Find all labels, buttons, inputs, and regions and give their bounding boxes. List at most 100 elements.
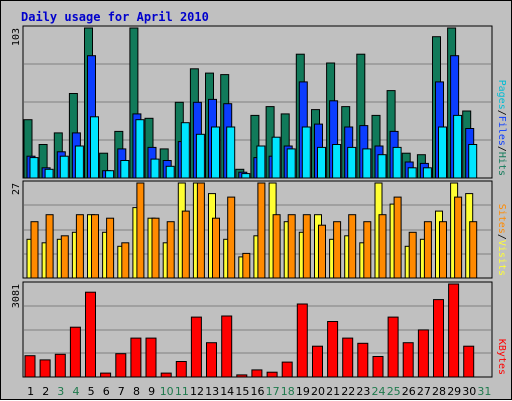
x-tick-label-day-28: 28 [432, 385, 446, 398]
bar-pages-day-28 [438, 126, 447, 179]
y-axis-max-label: 103 [11, 28, 22, 46]
bar-kbytes-day-18 [281, 361, 293, 378]
bar-sites-day-16 [257, 182, 266, 279]
legend-entry: / [496, 110, 507, 116]
bar-pages-day-14 [226, 126, 236, 179]
bar-sites-day-11 [181, 210, 190, 279]
x-tick-label-day-6: 6 [103, 385, 110, 398]
bar-sites-day-20 [318, 224, 326, 279]
x-tick-label-day-15: 15 [235, 385, 249, 398]
bar-kbytes-day-26 [402, 342, 414, 378]
bar-pages-day-17 [271, 136, 281, 179]
bar-sites-day-30 [469, 221, 478, 279]
bar-pages-day-8 [135, 119, 145, 179]
bar-pages-day-12 [195, 133, 205, 179]
bar-sites-day-9 [151, 217, 160, 279]
bar-kbytes-day-4 [69, 326, 81, 378]
bar-pages-day-1 [29, 157, 39, 179]
x-tick-label-day-17: 17 [266, 385, 280, 398]
bar-sites-day-4 [75, 214, 84, 279]
bar-sites-day-27 [423, 221, 432, 279]
bar-pages-day-23 [362, 148, 372, 179]
x-tick-label-day-5: 5 [88, 385, 95, 398]
bar-kbytes-day-6 [100, 372, 112, 378]
bar-pages-day-16 [256, 145, 266, 179]
bar-pages-day-26 [407, 167, 417, 179]
legend-entry: / [496, 146, 507, 152]
bar-sites-day-23 [363, 221, 372, 279]
legend-entry: / [496, 234, 507, 240]
bar-kbytes-day-28 [433, 299, 444, 378]
bar-kbytes-day-17 [266, 371, 278, 378]
bar-kbytes-day-10 [160, 372, 172, 378]
legend-entry: Hits [496, 152, 507, 176]
bar-pages-day-5 [90, 116, 99, 179]
x-tick-label-day-3: 3 [57, 385, 64, 398]
bar-sites-day-14 [227, 196, 236, 279]
x-tick-label-day-30: 30 [462, 385, 476, 398]
x-tick-label-day-29: 29 [447, 385, 461, 398]
bar-pages-day-4 [74, 145, 84, 179]
legend-entry: Files [496, 116, 507, 146]
x-tick-label-day-19: 19 [296, 385, 310, 398]
x-tick-label-day-12: 12 [190, 385, 204, 398]
bar-kbytes-day-3 [54, 353, 66, 378]
x-tick-label-day-23: 23 [356, 385, 370, 398]
bar-kbytes-day-24 [372, 356, 384, 378]
bar-pages-day-30 [468, 144, 478, 179]
bar-kbytes-day-20 [312, 345, 323, 378]
bar-kbytes-day-8 [130, 337, 142, 378]
legend-label: Sites/Visits [496, 204, 507, 276]
bar-kbytes-day-22 [342, 337, 354, 378]
bar-pages-day-7 [120, 160, 130, 179]
bar-pages-day-22 [347, 146, 357, 179]
bar-pages-day-11 [180, 122, 190, 179]
bar-kbytes-day-27 [417, 329, 429, 378]
bar-sites-day-19 [302, 214, 311, 279]
bar-sites-day-17 [272, 214, 281, 279]
bar-kbytes-day-5 [85, 291, 96, 378]
x-tick-label-day-31: 31 [477, 385, 491, 398]
bar-pages-day-27 [422, 167, 432, 179]
legend-entry: Sites [496, 204, 507, 234]
bar-pages-day-25 [392, 146, 402, 179]
x-tick-label-day-27: 27 [417, 385, 431, 398]
x-tick-label-day-11: 11 [175, 385, 189, 398]
x-tick-label-day-9: 9 [148, 385, 155, 398]
bar-sites-day-22 [348, 214, 357, 279]
x-tick-label-day-22: 22 [341, 385, 355, 398]
x-tick-label-day-18: 18 [281, 385, 295, 398]
bar-pages-day-3 [59, 155, 69, 179]
bar-kbytes-day-9 [145, 337, 157, 378]
bar-sites-day-6 [106, 217, 115, 279]
bar-pages-day-29 [453, 114, 463, 179]
bar-kbytes-day-13 [206, 342, 217, 378]
bar-sites-day-8 [136, 182, 145, 279]
bar-sites-day-28 [439, 221, 447, 279]
bar-sites-day-10 [166, 221, 175, 279]
bar-pages-day-18 [286, 148, 296, 179]
bar-kbytes-day-11 [175, 361, 187, 378]
x-tick-label-day-25: 25 [387, 385, 401, 398]
bar-kbytes-day-1 [24, 355, 36, 378]
legend-entry: KBytes [496, 339, 507, 375]
x-tick-label-day-21: 21 [326, 385, 340, 398]
bar-sites-day-7 [121, 242, 130, 279]
bar-kbytes-day-21 [327, 321, 339, 378]
bar-pages-day-20 [317, 146, 326, 179]
bar-kbytes-day-30 [463, 345, 475, 378]
x-tick-label-day-13: 13 [205, 385, 219, 398]
legend-entry: Visits [496, 240, 507, 276]
x-tick-label-day-24: 24 [372, 385, 386, 398]
x-tick-label-day-16: 16 [251, 385, 265, 398]
bar-kbytes-day-19 [296, 303, 308, 378]
legend-label: KBytes [496, 339, 507, 375]
x-tick-label-day-1: 1 [27, 385, 34, 398]
bar-sites-day-5 [91, 214, 99, 279]
bar-sites-day-1 [30, 221, 39, 279]
bar-kbytes-day-14 [221, 315, 233, 378]
bar-sites-day-24 [378, 214, 387, 279]
bar-pages-day-9 [150, 158, 160, 179]
